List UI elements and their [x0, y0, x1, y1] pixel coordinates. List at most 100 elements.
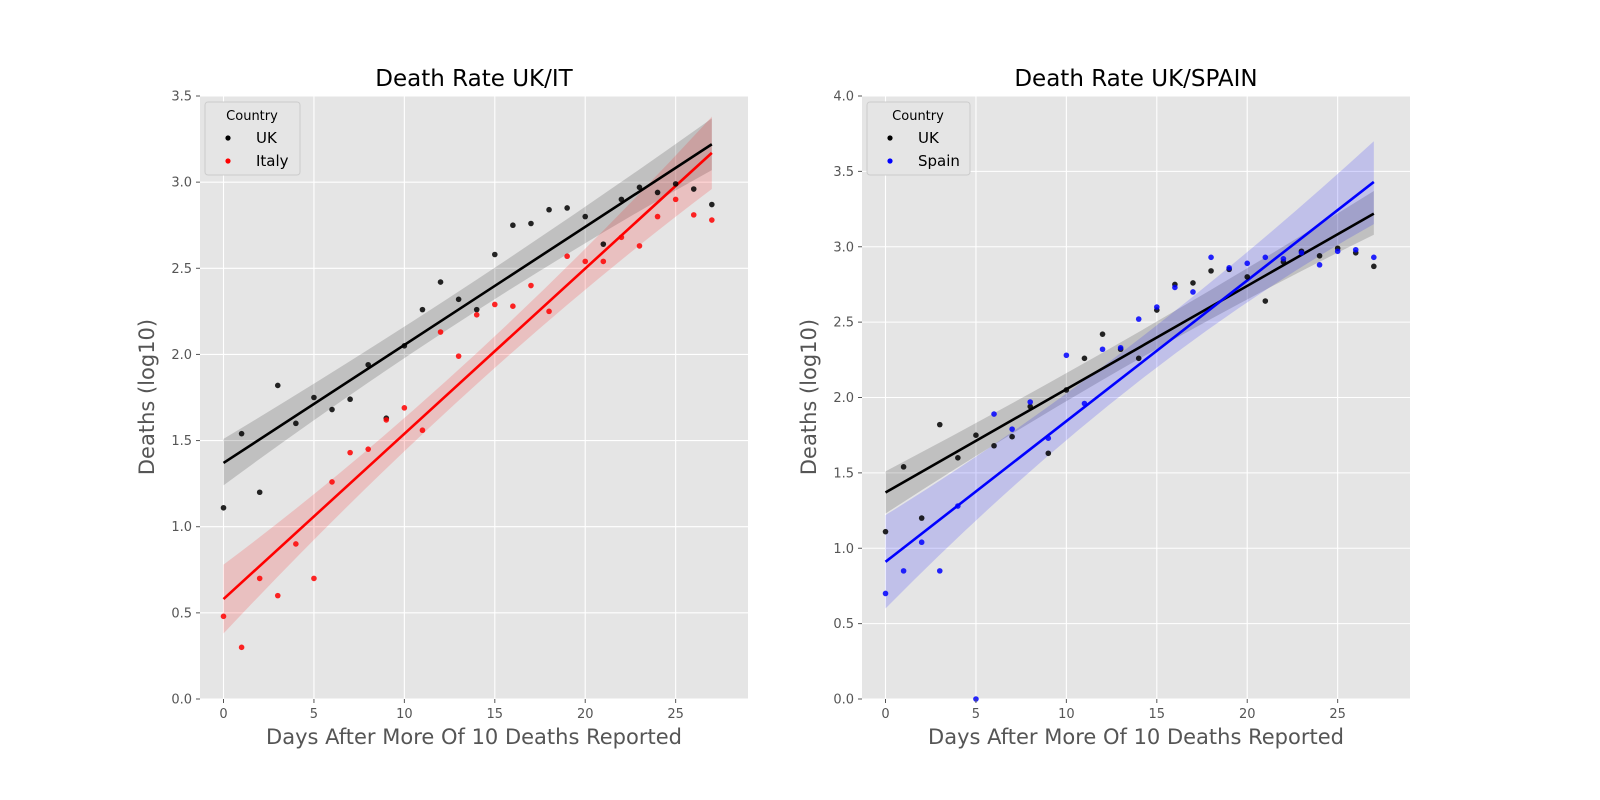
- confidence-band-uk: [223, 118, 712, 486]
- data-point-uk: [528, 220, 534, 227]
- y-tick-label: 0.5: [833, 617, 854, 632]
- data-point-uk: [1244, 274, 1251, 280]
- data-point-spain: [1172, 284, 1178, 291]
- x-axis-label: Days After More Of 10 Deaths Reported: [266, 725, 682, 749]
- y-tick-label: 0.0: [833, 693, 854, 708]
- data-point-italy: [546, 308, 552, 315]
- data-point-italy: [491, 301, 498, 308]
- chart-title: Death Rate UK/SPAIN: [1014, 66, 1257, 92]
- data-point-uk: [690, 186, 697, 192]
- data-point-spain: [1009, 426, 1015, 432]
- data-point-uk: [918, 515, 925, 521]
- data-point-spain: [991, 411, 997, 417]
- data-point-uk: [220, 504, 227, 511]
- x-tick-label: 10: [1058, 707, 1075, 722]
- x-tick-label: 25: [1329, 707, 1346, 722]
- regression-line-italy: [222, 151, 713, 601]
- legend-title: Country: [226, 109, 278, 124]
- data-point-spain: [955, 503, 961, 509]
- y-tick-label: 2.0: [171, 348, 192, 363]
- data-point-italy: [528, 282, 534, 289]
- data-point-uk: [347, 396, 353, 403]
- data-point-uk: [564, 205, 570, 211]
- y-tick-labels: 0.0 0.5 1.0 1.5 2.0 2.5 3.0 3.5: [171, 90, 200, 708]
- data-point-uk: [401, 343, 408, 349]
- data-point-italy: [293, 541, 299, 547]
- data-point-italy: [274, 592, 281, 599]
- y-tick-label: 3.0: [171, 176, 192, 191]
- legend-marker-uk: [887, 135, 893, 141]
- data-point-italy: [329, 479, 335, 485]
- x-axis-label: Days After More Of 10 Deaths Reported: [928, 725, 1344, 749]
- legend-label-uk: UK: [256, 129, 278, 147]
- legend-box: [204, 101, 301, 176]
- data-point-uk: [582, 213, 589, 220]
- legend-title: Country: [892, 109, 944, 124]
- legend-label-uk: UK: [918, 129, 940, 147]
- x-tick-label: 20: [577, 707, 594, 722]
- data-point-italy: [220, 613, 227, 620]
- data-point-italy: [437, 329, 444, 335]
- data-point-uk: [473, 306, 480, 313]
- data-point-uk: [936, 421, 943, 428]
- data-point-spain: [1153, 304, 1160, 310]
- x-tick-label: 15: [1149, 707, 1166, 722]
- legend: Country UK Italy: [204, 101, 301, 176]
- data-point-uk: [1045, 450, 1052, 457]
- y-tick-label: 2.5: [171, 262, 192, 277]
- x-tick-label: 20: [1239, 707, 1256, 722]
- legend-marker-spain: [887, 158, 893, 164]
- data-point-uk: [618, 196, 625, 203]
- y-tick-label: 3.5: [833, 165, 854, 180]
- data-point-spain: [1081, 400, 1088, 407]
- data-point-uk: [491, 251, 498, 258]
- data-point-italy: [238, 644, 245, 651]
- data-point-italy: [564, 253, 570, 260]
- data-point-uk: [256, 489, 263, 496]
- legend-marker-uk: [225, 135, 231, 141]
- x-tick-label: 5: [310, 707, 318, 722]
- data-point-uk: [274, 382, 281, 389]
- data-point-spain: [1298, 249, 1305, 256]
- y-tick-label: 4.0: [833, 90, 854, 105]
- y-tick-label: 1.0: [833, 542, 854, 557]
- data-point-uk: [1190, 280, 1196, 286]
- data-point-italy: [473, 312, 480, 318]
- data-point-spain: [1262, 254, 1269, 261]
- y-tick-label: 0.0: [171, 693, 192, 708]
- x-tick-labels: 0 5 10 15 20 25: [219, 699, 684, 722]
- y-tick-label: 3.5: [171, 90, 192, 105]
- data-point-italy: [401, 405, 408, 411]
- data-point-italy: [709, 217, 715, 223]
- chart-uk-italy: 0 5 10 15 20 25 0.0 0.5 1.0 1.5 2.0 2.5 3.0 3.5 Deat…: [135, 66, 748, 749]
- x-tick-label: 25: [667, 707, 684, 722]
- data-point-italy: [618, 234, 625, 241]
- data-point-uk: [991, 442, 997, 449]
- data-point-italy: [582, 258, 589, 265]
- y-axis-label: Deaths (log10): [797, 319, 821, 475]
- data-point-uk: [311, 394, 317, 401]
- data-point-uk: [882, 528, 889, 535]
- confidence-band-spain: [885, 141, 1374, 609]
- data-point-spain: [1117, 344, 1124, 351]
- regression-line-spain: [884, 180, 1375, 563]
- data-point-italy: [311, 575, 317, 582]
- data-point-uk: [1063, 387, 1070, 393]
- data-point-spain: [936, 568, 943, 574]
- y-tick-label: 0.5: [171, 606, 192, 621]
- y-tick-label: 2.0: [833, 391, 854, 406]
- data-point-uk: [293, 420, 299, 427]
- data-point-italy: [419, 427, 426, 434]
- x-tick-labels: 0 5 10 15 20 25: [881, 699, 1346, 722]
- data-point-spain: [882, 590, 889, 597]
- regression-lines: [884, 180, 1375, 563]
- y-tick-label: 1.0: [171, 520, 192, 535]
- data-point-uk: [600, 241, 607, 247]
- data-point-uk: [329, 406, 335, 413]
- data-point-uk: [546, 206, 552, 213]
- data-point-uk: [455, 296, 462, 303]
- data-point-italy: [510, 303, 516, 309]
- y-tick-label: 3.0: [833, 240, 854, 255]
- data-point-uk: [1371, 263, 1377, 270]
- data-point-uk: [1316, 252, 1323, 259]
